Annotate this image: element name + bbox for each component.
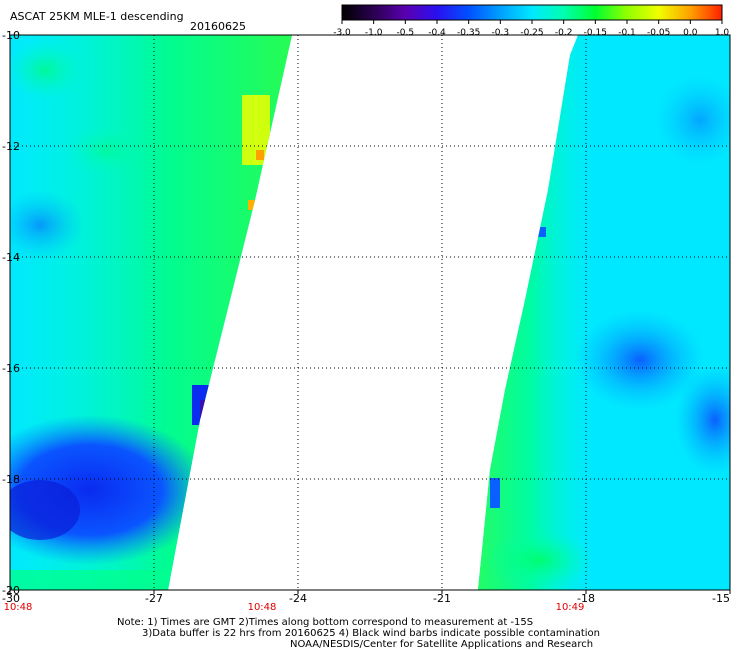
longitude-label: -15 [712,592,730,605]
note-line-2: 3)Data buffer is 22 hrs from 20160625 4)… [142,628,600,639]
map-title: ASCAT 25KM MLE-1 descending [10,10,184,23]
colorbar-tick-label: -0.15 [584,28,607,38]
colorbar-tick-label: -0.3 [492,28,510,38]
colorbar-tick-label: -0.2 [555,28,573,38]
time-label: 10:48 [4,602,33,613]
latitude-label: -12 [2,140,20,153]
swath-right [478,35,730,590]
colorbar-tick-label: -0.4 [428,28,446,38]
longitude-labels: -30 -27 -24 -21 -18 -15 [2,592,730,605]
latitude-label: -10 [2,29,20,42]
longitude-label: -24 [289,592,307,605]
colorbar-tick-label: 1.0 [715,28,730,38]
latitude-label: -18 [2,473,20,486]
colorbar-swatches [341,4,723,24]
time-label: 10:49 [556,602,585,613]
colorbar-tick-label: -0.5 [397,28,415,38]
longitude-label: -30 [2,592,20,605]
scatterometer-map: -30 -27 -24 -21 -18 -15 -10 -12 -14 -16 -18 -20 10… [2,29,731,613]
colorbar: -3.0 -1.0 -0.5 -0.4 -0.35 -0.3 -0.25 -0.2 -0.15 -… [333,4,729,38]
time-labels: 10:48 10:48 10:49 [4,602,585,613]
colorbar-tick-label: 0.0 [683,28,698,38]
colorbar-tick-label: -0.05 [647,28,670,38]
latitude-label: -16 [2,362,20,375]
note-line-3: NOAA/NESDIS/Center for Satellite Applica… [290,639,594,650]
longitude-label: -27 [145,592,163,605]
note-line-1: Note: 1) Times are GMT 2)Times along bot… [117,617,534,628]
time-label: 10:48 [248,602,277,613]
colorbar-tick-label: -0.25 [520,28,543,38]
map-frame [9,34,731,591]
colorbar-tick-label: -1.0 [365,28,383,38]
colorbar-tick-label: -3.0 [333,28,351,38]
colorbar-tick-label: -0.35 [457,28,480,38]
grid-lines [9,35,731,594]
latitude-label: -20 [2,584,20,597]
swath-left [10,35,292,590]
colorbar-tick-label: -0.1 [618,28,636,38]
latitude-labels: -10 -12 -14 -16 -18 -20 [2,29,20,597]
longitude-label: -18 [577,592,595,605]
latitude-label: -14 [2,251,20,264]
map-date: 20160625 [190,20,246,33]
longitude-label: -21 [433,592,451,605]
colorbar-labels: -3.0 -1.0 -0.5 -0.4 -0.35 -0.3 -0.25 -0.2 -0.15 -… [333,28,729,38]
